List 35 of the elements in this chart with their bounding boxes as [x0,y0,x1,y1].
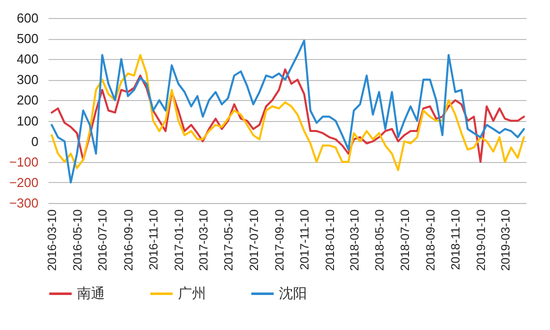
x-tick-label: 2018-11-10 [448,209,463,270]
x-tick-label: 2016-07-10 [96,209,110,271]
y-tick-label: 100 [16,113,38,128]
x-tick-label: 2016-11-10 [146,209,161,270]
legend-label: 沈阳 [279,284,307,301]
x-tick-label: 2018-07-10 [398,209,412,271]
x-tick-label: 2016-09-10 [121,209,136,271]
x-tick-label: 2018-09-10 [423,209,438,271]
x-tick-label: 2017-05-10 [222,209,236,271]
x-tick-label: 2016-05-10 [70,209,84,271]
line-series [50,40,525,184]
x-tick-label: 2016-03-10 [45,209,60,271]
legend-label: 南通 [77,284,105,301]
x-tick-label: 2019-01-10 [474,209,488,271]
x-tick-label: 2017-09-10 [272,209,286,271]
line-series [50,54,525,172]
y-tick-label: 0 [31,134,38,149]
x-tick-label: 2017-03-10 [196,209,210,271]
y-tick-label: 200 [16,92,38,108]
y-tick-label: 300 [16,72,38,88]
x-tick-label: 2018-05-10 [372,209,387,271]
x-tick-label: 2017-11-10 [298,209,312,270]
x-tick-label: 2018-03-10 [347,209,362,271]
x-tick-label: 2017-07-10 [246,209,261,271]
x-tick-label: 2018-01-10 [322,209,337,271]
y-tick-label: 400 [16,52,38,67]
y-tick-label: −100 [9,154,38,170]
y-tick-label: −300 [9,196,38,210]
x-tick-label: 2019-03-10 [498,209,512,271]
legend-label: 广州 [178,284,206,301]
y-tick-label: 600 [16,10,38,26]
y-tick-label: 500 [16,31,38,46]
x-tick-label: 2017-01-10 [172,209,186,271]
y-tick-label: −200 [9,174,38,190]
line-series [50,68,525,163]
